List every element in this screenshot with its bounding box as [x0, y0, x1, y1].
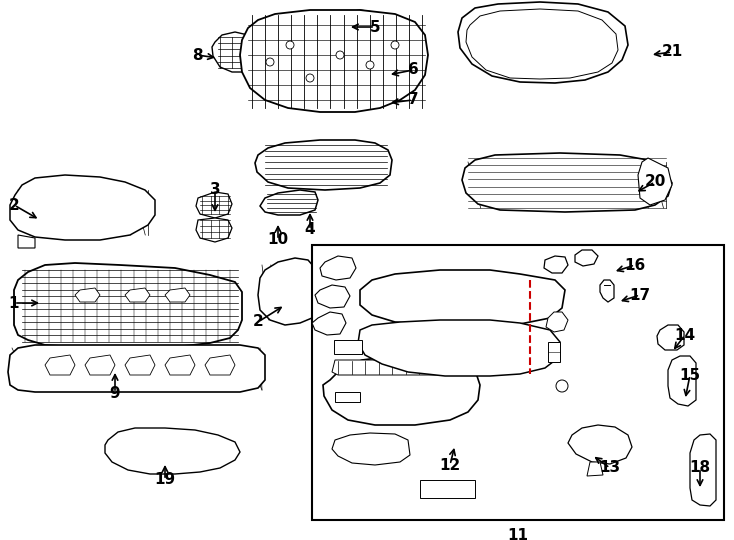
Text: 20: 20 [644, 174, 666, 190]
Circle shape [266, 58, 274, 66]
Text: 1: 1 [9, 295, 19, 310]
Text: 19: 19 [154, 472, 175, 488]
Circle shape [391, 41, 399, 49]
Text: 13: 13 [600, 461, 620, 476]
Polygon shape [546, 312, 568, 332]
Polygon shape [125, 355, 155, 375]
Text: 21: 21 [661, 44, 683, 59]
Polygon shape [466, 9, 618, 79]
Polygon shape [668, 356, 696, 406]
Circle shape [366, 61, 374, 69]
Polygon shape [365, 86, 396, 100]
Text: 10: 10 [267, 233, 288, 247]
Polygon shape [458, 2, 628, 83]
Polygon shape [212, 32, 260, 72]
Polygon shape [240, 10, 428, 112]
Polygon shape [165, 355, 195, 375]
Polygon shape [332, 433, 410, 465]
Circle shape [336, 51, 344, 59]
Polygon shape [657, 325, 684, 350]
Polygon shape [196, 218, 232, 242]
Circle shape [306, 74, 314, 82]
Polygon shape [690, 434, 716, 506]
Text: 5: 5 [370, 19, 380, 35]
Polygon shape [568, 425, 632, 464]
Text: 6: 6 [407, 63, 418, 78]
Polygon shape [358, 320, 560, 376]
Text: 9: 9 [109, 386, 120, 401]
Polygon shape [205, 355, 235, 375]
Text: 3: 3 [210, 183, 220, 198]
Bar [312, 245, 724, 520]
Polygon shape [600, 280, 614, 302]
Polygon shape [260, 190, 318, 215]
Text: 4: 4 [305, 222, 316, 238]
Polygon shape [312, 312, 346, 335]
Text: 2: 2 [252, 314, 264, 329]
Circle shape [286, 41, 294, 49]
Text: 12: 12 [440, 457, 461, 472]
Polygon shape [258, 258, 318, 325]
Polygon shape [14, 263, 242, 348]
Polygon shape [360, 270, 565, 326]
Polygon shape [587, 462, 603, 476]
Polygon shape [10, 175, 155, 240]
Polygon shape [315, 285, 350, 308]
Bar [420, 480, 475, 498]
Polygon shape [196, 192, 232, 218]
Polygon shape [125, 288, 150, 302]
Polygon shape [8, 345, 265, 392]
Bar [334, 340, 362, 354]
Polygon shape [575, 250, 598, 266]
Text: 15: 15 [680, 368, 700, 382]
Bar [548, 342, 560, 362]
Bar [335, 392, 360, 402]
Polygon shape [462, 153, 672, 212]
Polygon shape [165, 288, 190, 302]
Polygon shape [255, 140, 392, 190]
Polygon shape [332, 360, 468, 375]
Polygon shape [105, 428, 240, 474]
Text: 2: 2 [9, 198, 19, 213]
Polygon shape [323, 355, 480, 425]
Polygon shape [320, 256, 356, 280]
Text: 8: 8 [192, 48, 203, 63]
Text: 18: 18 [689, 461, 711, 476]
Polygon shape [638, 158, 672, 205]
Polygon shape [75, 288, 100, 302]
Polygon shape [340, 10, 378, 30]
Polygon shape [368, 60, 388, 72]
Polygon shape [18, 235, 35, 248]
Text: 16: 16 [625, 258, 646, 273]
Text: 14: 14 [675, 327, 696, 342]
Polygon shape [544, 256, 568, 273]
Polygon shape [85, 355, 115, 375]
Polygon shape [45, 355, 75, 375]
Text: 17: 17 [630, 287, 650, 302]
Text: 11: 11 [507, 528, 528, 540]
Circle shape [556, 380, 568, 392]
Text: 7: 7 [407, 92, 418, 107]
